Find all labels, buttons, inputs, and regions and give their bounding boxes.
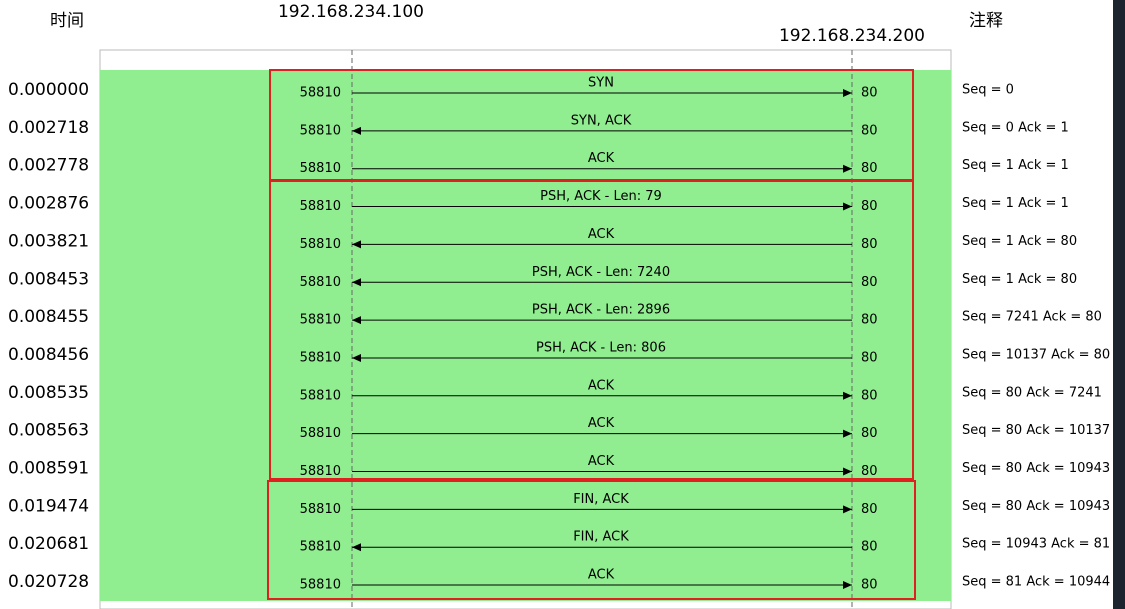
packet-label: PSH, ACK - Len: 79	[540, 189, 662, 204]
time-header: 时间	[50, 11, 84, 31]
dst-port: 80	[861, 161, 878, 176]
comment: Seq = 1 Ack = 80	[962, 272, 1077, 287]
packet-label: FIN, ACK	[573, 492, 629, 507]
src-port: 58810	[300, 275, 341, 290]
src-port: 58810	[300, 540, 341, 555]
comment: Seq = 80 Ack = 10943	[962, 499, 1110, 514]
time: 0.002778	[8, 156, 89, 176]
time: 0.008455	[8, 307, 89, 327]
src-port: 58810	[300, 86, 341, 101]
src-port: 58810	[300, 161, 341, 176]
src-port: 58810	[300, 199, 341, 214]
dst-port: 80	[861, 123, 878, 138]
packet-label: FIN, ACK	[573, 530, 629, 545]
arrow-head	[352, 353, 361, 362]
packet-label: ACK	[588, 227, 615, 242]
comment: Seq = 80 Ack = 10137	[962, 423, 1110, 438]
comment: Seq = 10943 Ack = 81	[962, 537, 1110, 552]
dst-port: 80	[861, 388, 878, 403]
arrow-head	[843, 89, 852, 97]
packet-label: PSH, ACK - Len: 2896	[532, 303, 670, 318]
src-port: 58810	[300, 123, 341, 138]
comment: Seq = 81 Ack = 10944	[962, 575, 1110, 590]
arrow-head	[843, 505, 852, 514]
src-port: 58810	[300, 426, 341, 441]
packet-label: PSH, ACK - Len: 806	[536, 340, 666, 355]
dst-port: 80	[861, 199, 878, 214]
time: 0.019474	[8, 496, 89, 516]
dst-port: 80	[861, 502, 878, 517]
time: 0.008591	[8, 459, 89, 479]
arrow-head	[843, 391, 852, 400]
dst-port: 80	[861, 464, 878, 479]
dst-port: 80	[861, 350, 878, 365]
src-port: 58810	[300, 313, 341, 328]
arrow-head	[843, 429, 852, 438]
arrow-head	[352, 316, 361, 325]
time: 0.003821	[8, 231, 89, 251]
arrow-head	[843, 467, 852, 476]
arrow-head	[352, 126, 361, 135]
group-box	[267, 480, 916, 600]
time: 0.002876	[8, 194, 89, 214]
time: 0.002718	[8, 118, 89, 138]
arrow-head	[352, 278, 361, 287]
dst-port: 80	[861, 313, 878, 328]
comment: Seq = 1 Ack = 80	[962, 234, 1077, 249]
packet-label: ACK	[588, 378, 615, 393]
time: 0.008535	[8, 383, 89, 403]
packet-label: ACK	[588, 416, 615, 431]
group-box	[269, 180, 914, 480]
comment: Seq = 1 Ack = 1	[962, 196, 1069, 211]
time: 0.020681	[8, 534, 89, 554]
comment: Seq = 80 Ack = 10943	[962, 461, 1110, 476]
dst-port: 80	[861, 578, 878, 593]
host-header: 192.168.234.200	[779, 26, 925, 46]
arrow-head	[352, 543, 361, 552]
host-header: 192.168.234.100	[278, 2, 424, 22]
src-port: 58810	[300, 388, 341, 403]
dst-port: 80	[861, 86, 878, 101]
comment: Seq = 1 Ack = 1	[962, 158, 1069, 173]
time: 0.020728	[8, 572, 89, 592]
comment-header: 注释	[969, 11, 1003, 31]
comment: Seq = 7241 Ack = 80	[962, 310, 1102, 325]
comment: Seq = 80 Ack = 7241	[962, 385, 1102, 400]
src-port: 58810	[300, 502, 341, 517]
time: 0.008456	[8, 345, 89, 365]
arrow-head	[843, 164, 852, 173]
time: 0.008453	[8, 269, 89, 289]
scrollbar[interactable]	[1113, 0, 1125, 609]
arrow-head	[843, 202, 852, 211]
packet-label: SYN	[588, 76, 614, 91]
packet-label: PSH, ACK - Len: 7240	[532, 265, 670, 280]
dst-port: 80	[861, 540, 878, 555]
src-port: 58810	[300, 237, 341, 252]
packet-label: ACK	[588, 454, 615, 469]
comment: Seq = 0 Ack = 1	[962, 120, 1069, 135]
packet-label: ACK	[588, 151, 615, 166]
packet-label: ACK	[588, 568, 615, 583]
packet-label: SYN, ACK	[571, 113, 632, 128]
dst-port: 80	[861, 275, 878, 290]
time: 0.008563	[8, 421, 89, 441]
src-port: 58810	[300, 350, 341, 365]
graph-area	[100, 70, 951, 601]
src-port: 58810	[300, 578, 341, 593]
src-port: 58810	[300, 464, 341, 479]
dst-port: 80	[861, 237, 878, 252]
arrow-head	[352, 240, 361, 249]
comment: Seq = 10137 Ack = 80	[962, 347, 1110, 362]
dst-port: 80	[861, 426, 878, 441]
comment: Seq = 0	[962, 83, 1014, 98]
arrow-head	[843, 581, 852, 590]
time: 0.000000	[8, 80, 89, 100]
